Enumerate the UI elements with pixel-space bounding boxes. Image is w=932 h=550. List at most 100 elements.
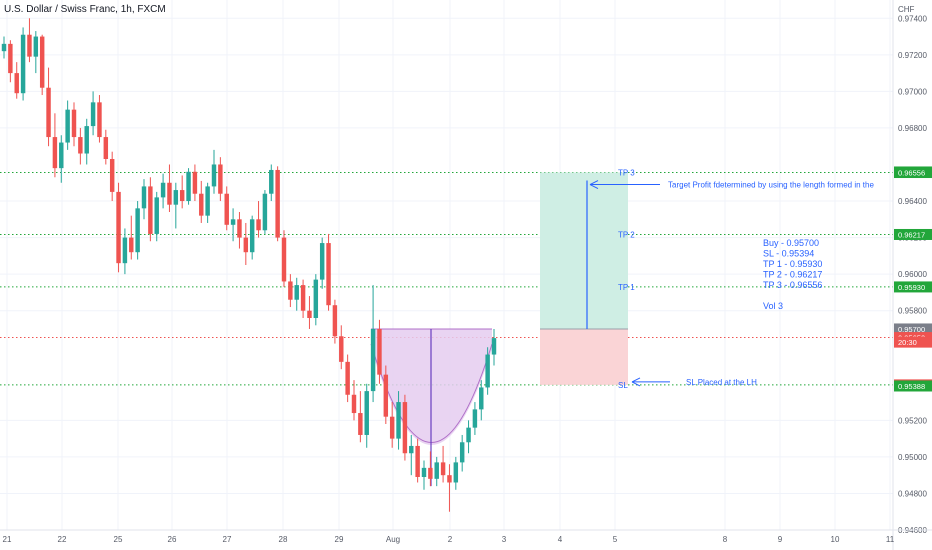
candle-body: [351, 394, 357, 414]
x-tick-label: 5: [613, 535, 618, 544]
candle-body: [135, 208, 140, 253]
candle-body: [256, 219, 261, 231]
price-badge[interactable]: [894, 323, 932, 335]
candle-body: [237, 219, 242, 238]
candle-body: [466, 427, 471, 443]
x-tick-label: 10: [831, 535, 840, 544]
price-badge[interactable]: [894, 228, 932, 240]
y-tick-label: 0.94800: [898, 489, 927, 498]
price-badge-text: 20:30: [898, 338, 917, 347]
x-tick-label: 27: [223, 535, 232, 544]
candle-body: [485, 354, 490, 388]
candle-body: [167, 182, 172, 205]
trade-plan-line: Buy - 0.95700: [763, 238, 819, 248]
time-axis[interactable]: 21 22 25 26 27 28 29 Aug 2 3 4 5 8 9 10 11: [0, 529, 932, 544]
candle-body: [453, 462, 459, 483]
candle-body: [78, 137, 83, 154]
candle-series: [1, 18, 497, 512]
candle-body: [370, 328, 376, 392]
candle-body: [459, 442, 465, 463]
level-label: TP 1: [618, 283, 635, 292]
candle-body: [440, 462, 446, 476]
candle-body: [218, 164, 223, 194]
candle-body: [148, 186, 153, 234]
candle-body: [122, 237, 128, 264]
candle-body: [141, 186, 147, 209]
candle-body: [281, 237, 287, 282]
candle-body: [14, 73, 19, 94]
long-position-zones[interactable]: [540, 172, 628, 385]
candle-body: [8, 43, 13, 74]
x-tick-label: 28: [279, 535, 288, 544]
candle-body: [300, 285, 306, 311]
price-axis[interactable]: 0.97400 0.97200 0.97000 0.96800 0.96400 0.962…: [892, 0, 932, 550]
candle-body: [262, 193, 268, 231]
y-tick-label: 0.96000: [898, 270, 927, 279]
candle-body: [288, 281, 293, 300]
price-badge-text: 0.95700: [898, 325, 925, 334]
y-tick-label: 0.96800: [898, 124, 927, 133]
price-badge[interactable]: [894, 336, 932, 348]
candle-body: [186, 171, 191, 202]
y-tick-label: 0.97000: [898, 87, 927, 96]
y-tick-label: 0.95800: [898, 307, 927, 316]
price-badge[interactable]: [894, 380, 932, 392]
candle-body: [90, 102, 96, 127]
trade-plan-line: TP 3 - 0.96556: [763, 280, 822, 290]
candle-body: [103, 137, 109, 159]
y-tick-label: 0.95000: [898, 453, 927, 462]
candle-body: [243, 237, 249, 253]
y-tick-label: 0.96400: [898, 197, 927, 206]
candle-body: [65, 109, 70, 143]
candle-body: [249, 219, 255, 253]
candle-body: [415, 445, 420, 477]
candle-body: [275, 169, 280, 238]
candle-body: [173, 190, 179, 205]
trade-plan-line: Vol 3: [763, 301, 783, 311]
candle-body: [1, 43, 7, 52]
candle-body: [447, 475, 452, 483]
trade-plan-line: TP 1 - 0.95930: [763, 259, 822, 269]
loss-zone[interactable]: [540, 328, 628, 385]
price-badge-text: 0.96556: [898, 169, 925, 178]
arrow-head-icon: [589, 180, 599, 189]
candle-body: [389, 416, 395, 439]
profit-zone[interactable]: [540, 172, 628, 329]
level-label: SL: [618, 381, 628, 390]
candle-body: [52, 137, 58, 169]
candle-body: [205, 186, 210, 216]
x-tick-label: 25: [114, 535, 123, 544]
y-tick-label: 0.97200: [898, 51, 927, 60]
candle-body: [97, 102, 102, 138]
x-tick-label: 9: [778, 535, 783, 544]
candle-body: [46, 87, 51, 138]
candle-body: [39, 36, 45, 88]
y-unit-label: CHF: [898, 5, 915, 14]
annotations: TP 3 TP 2 TP 1 SL Target Profit fdetermined …: [586, 169, 874, 390]
arrow-head-icon: [631, 377, 641, 387]
candle-body: [326, 243, 331, 306]
candle-body: [224, 193, 229, 225]
candle-body: [383, 374, 389, 417]
candle-body: [377, 328, 382, 375]
candle-body: [294, 285, 299, 300]
candle-body: [27, 34, 32, 57]
x-tick-label: 29: [335, 535, 344, 544]
candle-body: [319, 243, 325, 280]
candle-body: [479, 387, 484, 410]
candle-body: [179, 190, 185, 202]
candle-body: [434, 462, 439, 479]
price-badge-text: 0.95930: [898, 283, 925, 292]
x-tick-label: 2: [448, 535, 453, 544]
price-badge[interactable]: [894, 167, 932, 179]
target-note: Target Profit fdetermined by using the l…: [668, 181, 874, 190]
chart-title: U.S. Dollar / Swiss Franc, 1h, FXCM: [4, 4, 166, 15]
candle-body: [421, 467, 427, 477]
x-tick-label: 3: [502, 535, 507, 544]
candle-body: [160, 182, 166, 198]
candle-body: [129, 237, 134, 253]
trade-plan-line: TP 2 - 0.96217: [763, 270, 822, 280]
price-badge[interactable]: [894, 281, 932, 293]
x-tick-label: 21: [3, 535, 12, 544]
